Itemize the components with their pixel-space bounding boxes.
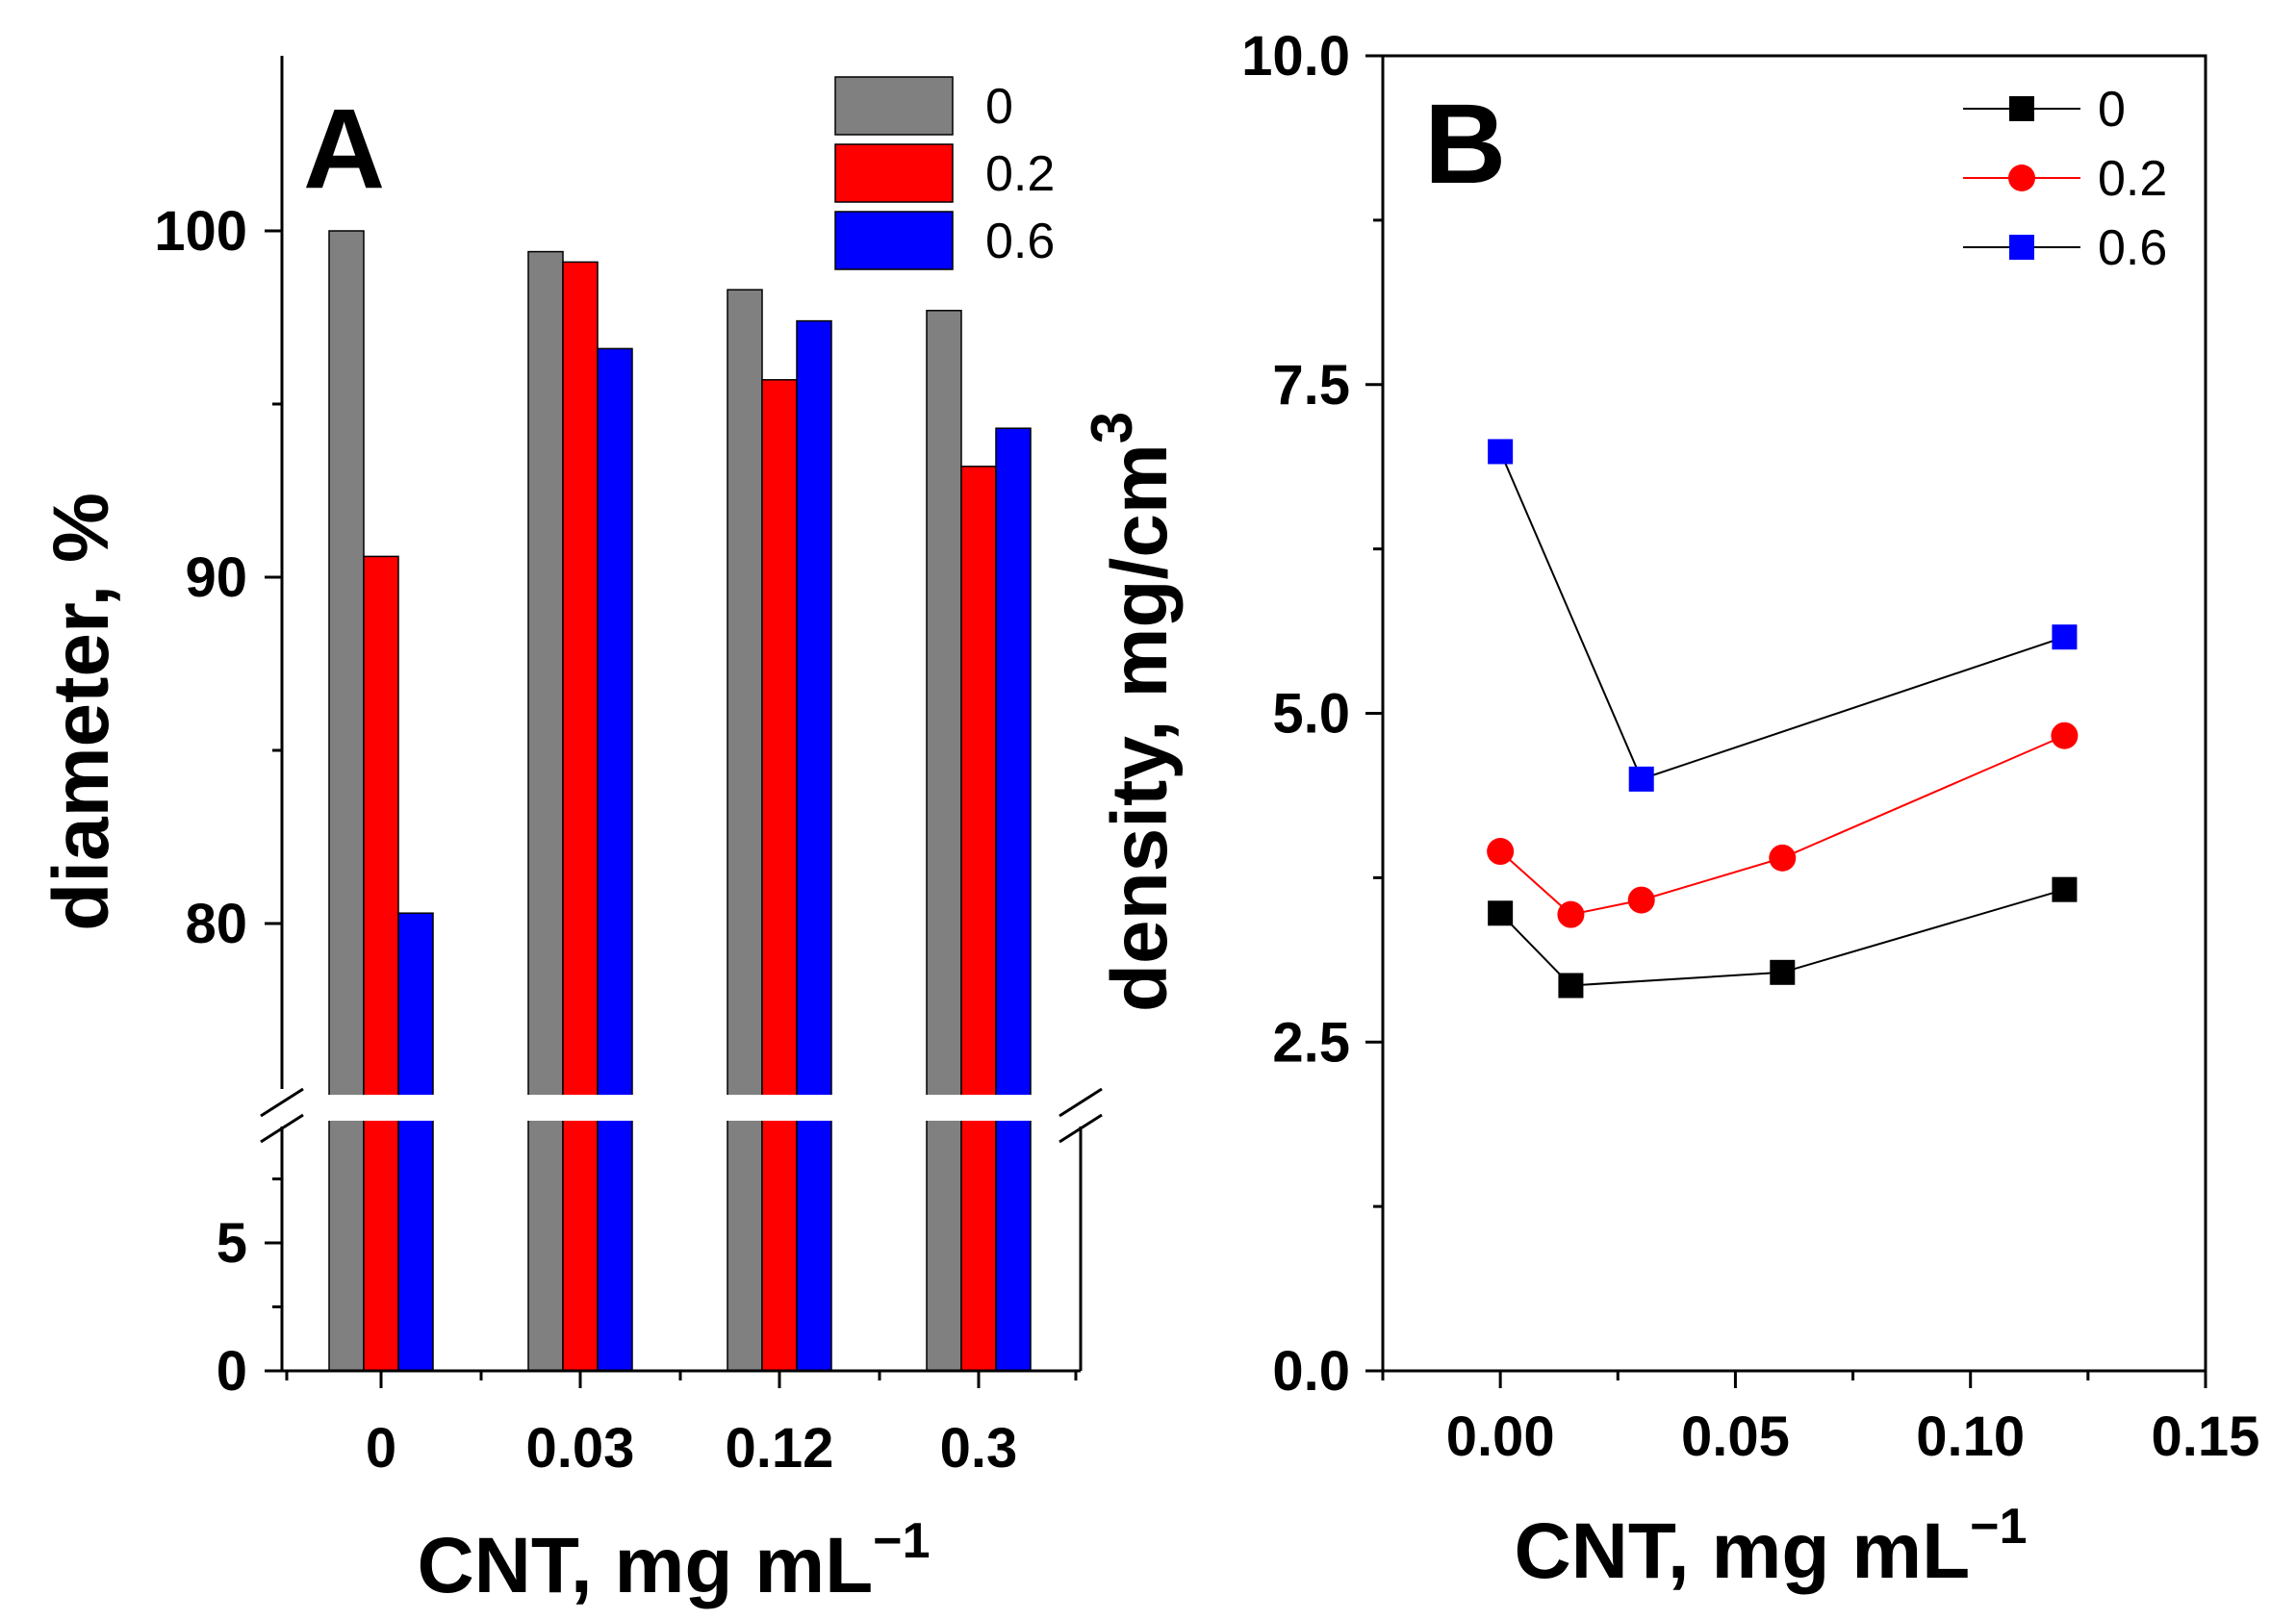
legend-label-0.2: 0.2: [985, 146, 1055, 202]
b-x-tick-label-0.15: 0.15: [2152, 1405, 2260, 1468]
b-x-tick-label-0.05: 0.05: [1681, 1405, 1790, 1468]
y-tick-label-0: 0: [217, 1340, 247, 1403]
panel-a-break-mark-right-2: [1059, 1113, 1103, 1144]
point-0-3: [2052, 876, 2078, 902]
panel-a-break-mark-right-1: [1059, 1087, 1103, 1118]
panel-b-plot-frame: [1381, 54, 2207, 1373]
legend-label-0.6: 0.6: [2098, 220, 2167, 276]
legend-label-0: 0: [2098, 82, 2126, 138]
y-tick-label-90: 90: [185, 546, 247, 609]
panel-a-break-mark-left-2: [260, 1113, 304, 1144]
legend-swatch-0: [834, 76, 954, 136]
y-tick-label-100: 100: [154, 200, 247, 263]
bar-0.6-0.03: [597, 347, 633, 1372]
x-tick-label-0.3: 0.3: [940, 1417, 1018, 1480]
series-line-0: [1499, 888, 2065, 987]
bar-0.6-0.12: [796, 319, 832, 1372]
point-0.2-3: [1769, 844, 1797, 872]
point-0.6-2: [2052, 624, 2078, 650]
panel-b-legend: 0 0.2 0.6: [1963, 82, 2167, 276]
legend-label-0: 0: [985, 79, 1013, 135]
point-0-2: [1770, 959, 1796, 985]
panel-b-line-chart: 0.0 2.5 5.0 7.5 10.0 0.00 0.05 0.10 0.15 0 0.2 0.6…: [1080, 25, 2259, 1595]
b-y-tick-label-5.0: 5.0: [1272, 683, 1350, 746]
bar-0-0.03: [527, 250, 564, 1372]
bar-0-0: [328, 230, 365, 1372]
panel-a-label: A: [303, 86, 385, 213]
x-tick-label-0: 0: [366, 1417, 396, 1480]
bar-0.2-0.03: [562, 261, 599, 1372]
point-0.2-0: [1487, 838, 1515, 866]
y-tick-label-80: 80: [185, 893, 247, 955]
panel-a-bar-chart: 80 90 100 0 5 0 0.03 0.12 0.3 0 0.2 0.6 A diameter…: [38, 56, 1103, 1609]
panel-a-x-axis-title: CNT, mg mL−1: [417, 1513, 930, 1609]
b-x-tick-label-0.00: 0.00: [1446, 1405, 1555, 1468]
panel-a-ticks: 80 90 100 0 5 0 0.03 0.12 0.3: [154, 200, 1078, 1480]
b-y-tick-label-7.5: 7.5: [1272, 354, 1350, 417]
bar-0.6-0.3: [995, 427, 1032, 1372]
panel-b-y-axis-title-sup: 3: [1080, 412, 1144, 443]
x-tick-label-0.03: 0.03: [526, 1417, 635, 1480]
legend-marker-0.2: [2008, 165, 2035, 191]
series-line-0.2: [1499, 734, 2065, 916]
legend-swatch-0.6: [834, 211, 954, 270]
point-0.6-1: [1628, 766, 1654, 792]
bar-0-0.3: [926, 310, 962, 1372]
panel-b-x-axis-title: CNT, mg mL−1: [1514, 1499, 2027, 1595]
panel-a-bars: [286, 230, 1077, 1372]
bar-0.2-0.3: [960, 466, 997, 1372]
y-tick-label-5: 5: [217, 1212, 247, 1275]
point-0.6-0: [1488, 439, 1514, 465]
b-y-tick-label-2.5: 2.5: [1272, 1011, 1350, 1074]
legend-marker-0.6: [2009, 235, 2034, 260]
point-0-1: [1558, 973, 1584, 999]
bar-0.2-0.12: [761, 379, 798, 1372]
legend-marker-0: [2009, 96, 2034, 121]
axis-break-gap: [286, 1095, 1077, 1121]
panel-a-y-axis-title: diameter, %: [38, 493, 125, 931]
panel-a-legend: 0 0.2 0.6: [834, 76, 1055, 270]
panel-b-ticks: 0.0 2.5 5.0 7.5 10.0 0.00 0.05 0.10 0.15: [1241, 25, 2259, 1468]
x-tick-label-0.12: 0.12: [726, 1417, 834, 1480]
point-0.2-1: [1557, 900, 1585, 928]
panel-a-x-axis-title-sup: −1: [873, 1513, 930, 1569]
panel-b-axes: [1381, 54, 2207, 1373]
legend-label-0.6: 0.6: [985, 214, 1055, 269]
bar-0-0.12: [727, 289, 763, 1372]
series-line-0.6: [1499, 451, 2065, 781]
panel-a-break-mark-left-1: [260, 1087, 304, 1118]
bar-0.6-0: [397, 912, 434, 1372]
panel-b-x-axis-title-text: CNT, mg mL: [1514, 1507, 1970, 1595]
b-y-tick-label-0.0: 0.0: [1272, 1340, 1350, 1403]
point-0.2-2: [1627, 886, 1655, 914]
bar-0.2-0: [363, 555, 399, 1372]
panel-b-x-axis-title-sup: −1: [1970, 1499, 2027, 1555]
point-0-0: [1488, 900, 1514, 926]
panel-b-y-axis-title: density, mg/cm3: [1080, 412, 1184, 1012]
panel-b-y-axis-title-text: density, mg/cm: [1096, 443, 1184, 1012]
point-0.2-4: [2051, 721, 2079, 749]
b-x-tick-label-0.10: 0.10: [1916, 1405, 2025, 1468]
panel-a-x-axis-title-text: CNT, mg mL: [417, 1522, 873, 1609]
panel-b-label: B: [1424, 81, 1506, 208]
panel-b-series: [1487, 439, 2079, 999]
b-y-tick-label-10.0: 10.0: [1241, 25, 1350, 88]
legend-label-0.2: 0.2: [2098, 151, 2167, 207]
legend-swatch-0.2: [834, 143, 954, 203]
